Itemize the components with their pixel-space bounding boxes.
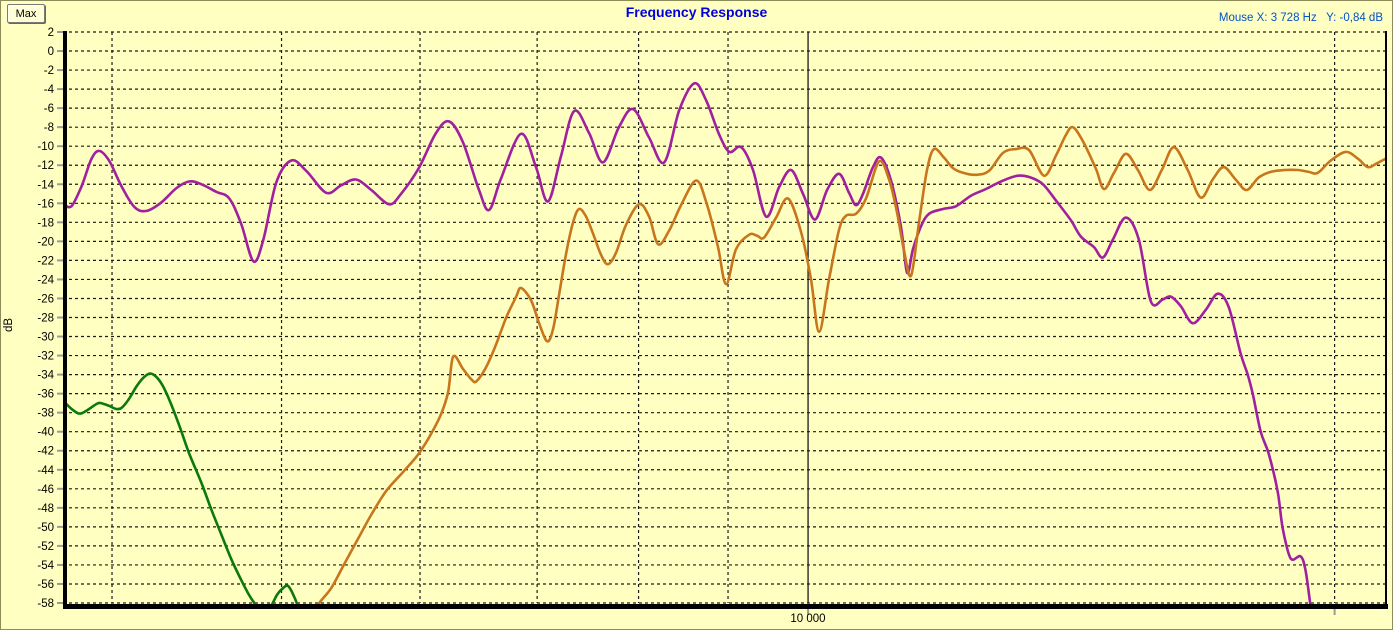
svg-text:-34: -34 <box>37 370 54 382</box>
svg-text:-12: -12 <box>37 160 54 172</box>
vertical-gridlines <box>111 32 1336 603</box>
svg-text:-6: -6 <box>44 103 54 115</box>
svg-text:-50: -50 <box>37 522 54 534</box>
svg-text:-20: -20 <box>37 236 54 248</box>
svg-text:-36: -36 <box>37 389 54 401</box>
svg-text:-42: -42 <box>37 446 54 458</box>
svg-text:-8: -8 <box>44 122 54 134</box>
curve-orange-trace <box>317 125 1386 604</box>
svg-text:-40: -40 <box>37 427 54 439</box>
x-axis-line <box>63 604 1388 609</box>
y-axis-tick-labels: 2 0 -2 -4 -6 -8 -10 -12 -14 -16 -18 -20 -22 -24 -26 -28… <box>37 27 54 610</box>
svg-text:-14: -14 <box>37 179 54 191</box>
y-axis-line <box>63 31 67 609</box>
curve-green-trace <box>65 372 299 604</box>
svg-text:-48: -48 <box>37 503 54 515</box>
curves <box>65 82 1386 604</box>
axis-ticks <box>57 31 1336 615</box>
y-axis-title: dB <box>3 317 16 333</box>
curve-purple-trace <box>65 82 1312 604</box>
svg-text:-10: -10 <box>37 141 54 153</box>
svg-text:-30: -30 <box>37 332 54 344</box>
svg-text:-44: -44 <box>37 465 54 477</box>
svg-text:-46: -46 <box>37 484 54 496</box>
mouse-position-readout: Mouse X: 3 728 Hz Y: -0,84 dB <box>1218 12 1383 24</box>
svg-text:-26: -26 <box>37 293 54 305</box>
max-button[interactable]: Max <box>7 4 45 23</box>
right-border-line <box>1385 31 1387 609</box>
svg-text:-58: -58 <box>37 598 54 610</box>
svg-text:-4: -4 <box>44 84 55 96</box>
svg-text:-52: -52 <box>37 541 54 553</box>
svg-text:-16: -16 <box>37 198 54 210</box>
svg-text:-56: -56 <box>37 579 54 591</box>
svg-text:-24: -24 <box>37 274 54 286</box>
svg-text:-2: -2 <box>44 65 54 77</box>
svg-text:2: 2 <box>48 27 54 39</box>
axis-frame <box>63 31 1388 609</box>
svg-text:0: 0 <box>48 46 54 58</box>
svg-text:-18: -18 <box>37 217 54 229</box>
svg-text:-32: -32 <box>37 351 54 363</box>
svg-text:-38: -38 <box>37 408 54 420</box>
x-axis-tick-label: 10 000 <box>790 613 826 625</box>
svg-text:-28: -28 <box>37 313 54 325</box>
svg-text:-22: -22 <box>37 255 54 267</box>
svg-text:-54: -54 <box>37 560 54 572</box>
